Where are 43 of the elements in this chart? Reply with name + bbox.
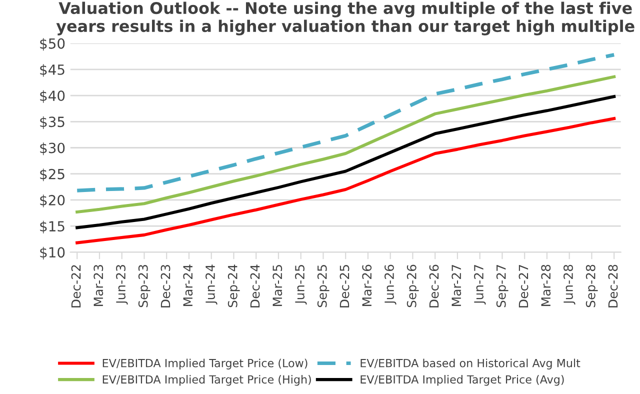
legend-label: EV/EBITDA Implied Target Price (Low) [102,358,308,370]
x-tick-label: Sep-24 [228,264,240,308]
x-tick-label: Dec-27 [518,265,528,308]
line-series [76,116,616,244]
x-tick-label: Sep-26 [406,264,419,308]
y-tick-label: $45 [40,64,64,77]
y-tick-label: $15 [40,220,64,234]
x-tick-label: Sep-27 [496,265,508,308]
y-tick-label: $40 [40,90,65,103]
x-tick-label: Mar-28 [541,264,551,306]
x-tick-label: Mar-27 [452,265,462,306]
y-tick-label: $20 [40,194,65,208]
x-tick-label: Dec-22 [71,265,81,308]
y-tick-label: $50 [40,38,65,51]
x-tick-label: Jun-27 [474,265,486,305]
line-series [76,75,616,214]
x-tick-label: Mar-23 [94,264,104,306]
x-tick-label: Mar-25 [272,265,282,306]
x-tick-label: Jun-23 [116,264,128,305]
line-series [75,53,616,192]
x-tick-label: Dec-28 [608,264,618,308]
x-tick-label: Jun-28 [564,264,576,305]
x-tick-label: Sep-23 [138,264,150,308]
x-tick-label: Dec-23 [160,264,170,308]
x-tick-label: Sep-28 [586,264,598,308]
y-tick-label: $25 [40,168,64,182]
x-tick-label: Jun-26 [384,264,396,305]
legend-label: EV/EBITDA Implied Target Price (High) [102,375,311,386]
x-tick-label: Dec-24 [250,264,260,308]
line-series [76,95,616,230]
legend-label: EV/EBITDA based on Historical Avg Mult [360,358,580,370]
x-tick-label: Sep-25 [317,265,330,308]
legend-label: EV/EBITDA Implied Target Price (Avg) [360,375,564,386]
x-tick-label: Dec-25 [340,265,350,308]
chart-title: Valuation Outlook -- Note using the avg multiple of the last five years results in a higher valuation than our target high multiple [56,2,634,36]
x-tick-label: Mar-24 [183,264,193,306]
x-tick-label: Jun-24 [206,264,218,305]
x-tick-label: Dec-26 [429,264,439,308]
x-tick-label: Jun-25 [295,265,307,305]
y-tick-label: $10 [40,246,65,260]
y-tick-label: $35 [40,116,64,129]
y-tick-label: $30 [40,142,65,156]
x-tick-label: Mar-26 [362,264,372,306]
